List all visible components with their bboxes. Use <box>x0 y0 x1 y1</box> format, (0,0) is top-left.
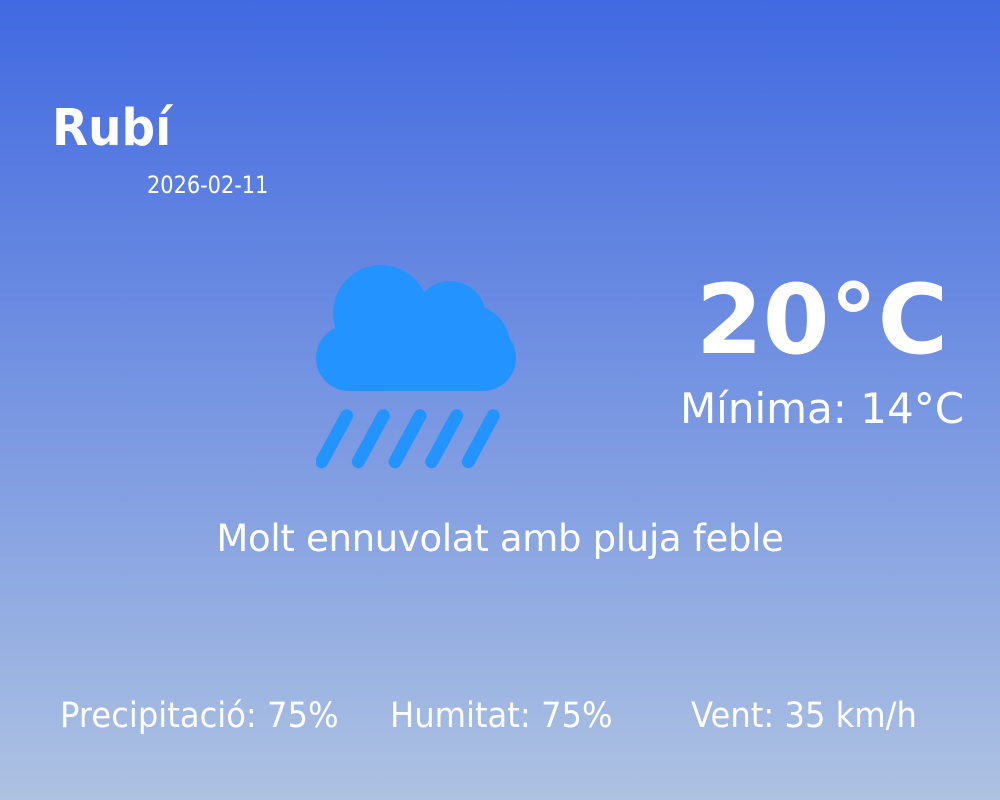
date-label: 2026-02-11 <box>147 171 269 199</box>
temperature-value: 20°C <box>695 264 949 376</box>
cloud-shape <box>316 265 516 391</box>
temperature-block: 20°C Mínima: 14°C <box>657 272 987 430</box>
stat-precipitation: Precipitació: 75% <box>60 696 339 736</box>
stat-wind: Vent: 35 km/h <box>691 696 917 736</box>
min-temperature: Mínima: 14°C <box>679 384 965 433</box>
cloud-rain-icon <box>315 262 516 469</box>
condition-text: Molt ennuvolat amb pluja feble <box>216 517 784 560</box>
location-name: Rubí <box>52 99 172 158</box>
stat-humidity: Humitat: 75% <box>390 696 613 736</box>
rain-strokes <box>315 409 500 469</box>
